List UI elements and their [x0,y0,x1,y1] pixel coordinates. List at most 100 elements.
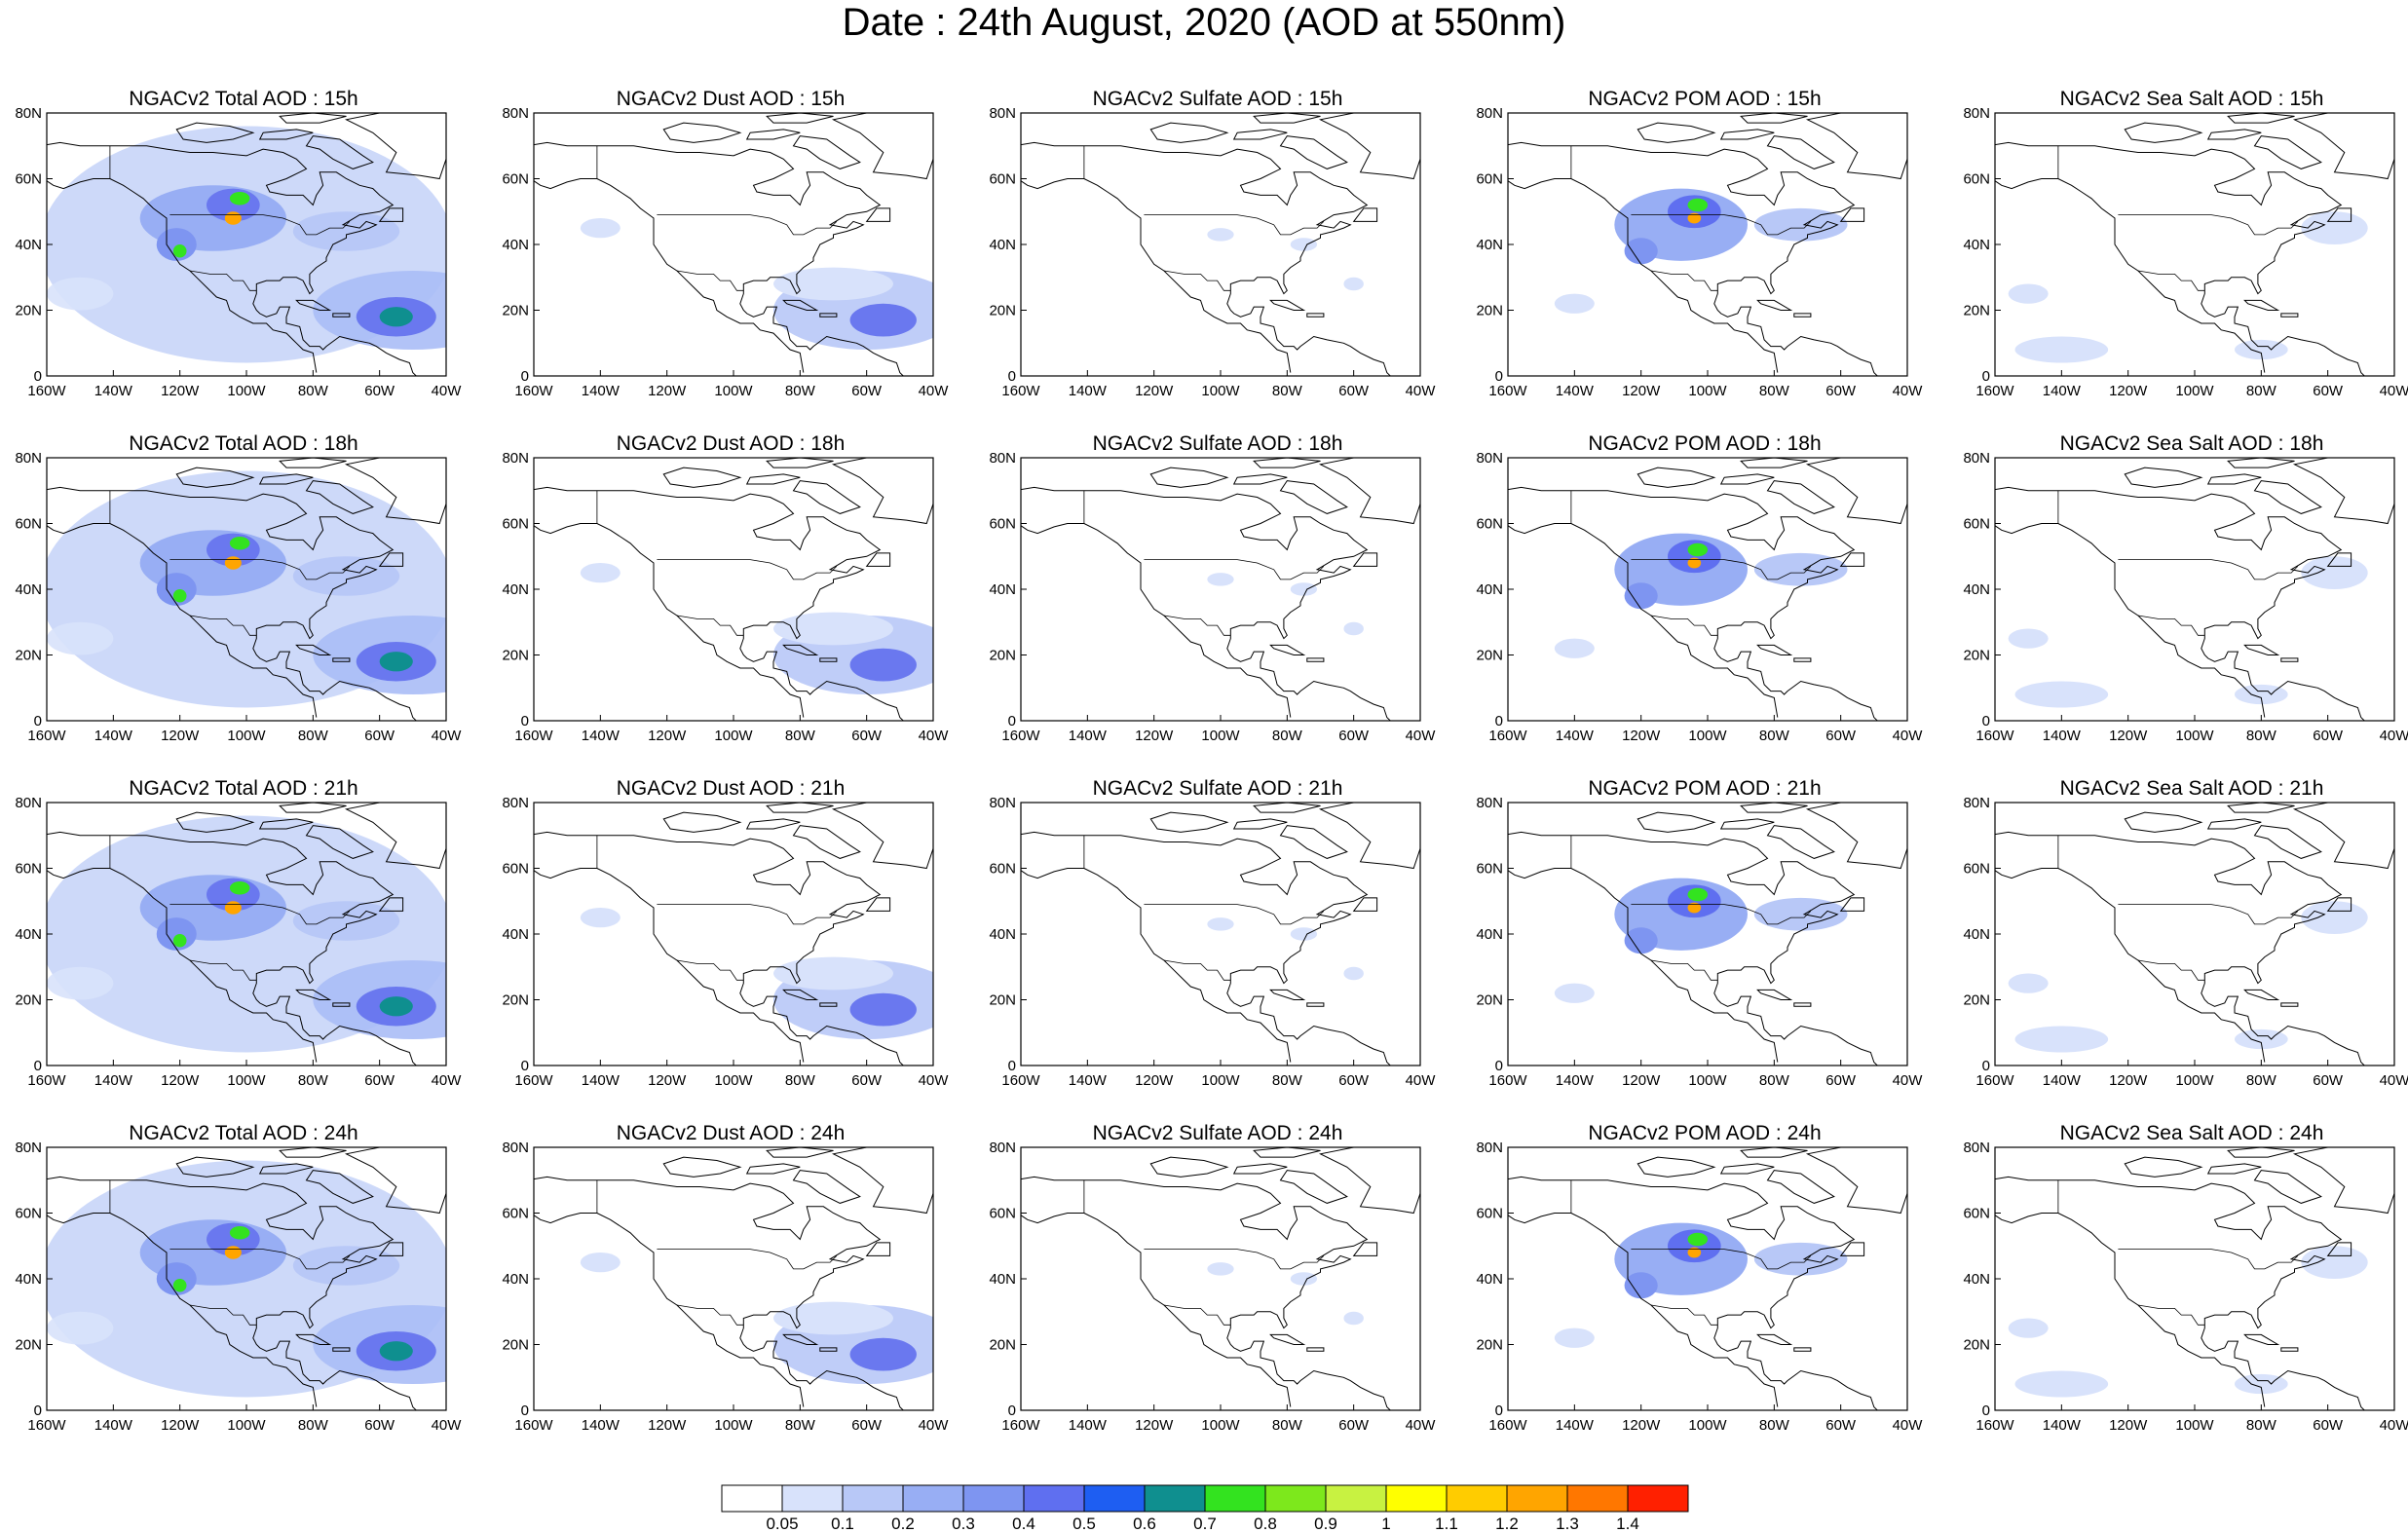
coastline [1995,868,2266,1063]
y-tick-label: 80N [989,105,1016,122]
y-tick-label: 80N [502,105,529,122]
country-border [2118,559,2299,580]
aerosol-field [1687,198,1708,212]
x-tick-label: 160W [514,383,553,399]
y-tick-label: 20N [502,992,529,1009]
island-outline [305,480,374,514]
x-tick-label: 80W [1759,1072,1790,1089]
coastline [1995,141,2365,376]
aerosol-field [1753,552,1848,586]
aerosol-field [849,1337,917,1371]
y-tick-label: 80N [1476,795,1503,811]
y-tick-label: 40N [989,926,1016,943]
x-tick-label: 140W [1556,728,1595,744]
island-outline [295,989,332,1000]
y-tick-label: 20N [989,648,1016,664]
x-tick-label: 140W [582,1072,621,1089]
island-outline [831,1147,933,1215]
coastline [1995,831,2365,1066]
aerosol-field [1207,917,1234,931]
x-tick-label: 40W [1893,1072,1924,1089]
island-outline [1756,299,1793,311]
x-tick-label: 120W [161,728,200,744]
island-outline [831,113,933,180]
page-title: Date : 24th August, 2020 (AOD at 550nm) [842,1,1566,44]
panel-title: NGACv2 Sea Salt AOD : 24h [2059,1122,2324,1144]
y-tick-label: 20N [502,303,529,319]
x-tick-label: 60W [1825,1072,1857,1089]
island-outline [662,1156,742,1178]
x-tick-label: 40W [919,1072,950,1089]
island-outline [1839,1242,1865,1256]
aerosol-field [379,652,413,672]
country-border [676,270,744,291]
island-outline [2326,207,2352,222]
island-outline [1149,122,1229,143]
aerosol-field [849,303,917,337]
x-tick-label: 60W [1338,1417,1370,1434]
island-outline [295,1333,332,1345]
aerosol-field [2301,556,2368,589]
aerosol-field [229,881,250,895]
x-tick-label: 60W [1338,1072,1370,1089]
aerosol-field [773,267,893,301]
y-tick-label: 20N [502,648,529,664]
x-tick-label: 100W [2175,728,2214,744]
y-tick-label: 20N [1476,1337,1503,1354]
map-panel: NGACv2 POM AOD : 18h 160W 140W 120W 100W 80W 6… [1461,432,1948,768]
island-outline [1793,1347,1812,1352]
island-outline [258,818,314,830]
x-tick-label: 120W [648,1417,687,1434]
island-outline [1279,1170,1348,1204]
y-tick-label: 80N [502,795,529,811]
x-tick-label: 120W [1622,728,1661,744]
x-tick-label: 40W [1406,1072,1437,1089]
island-outline [2243,299,2280,311]
x-tick-label: 60W [1825,728,1857,744]
colorbar-label: 0.9 [1314,1514,1337,1533]
x-tick-label: 120W [2109,1072,2148,1089]
y-tick-label: 60N [15,171,42,188]
x-tick-label: 60W [851,1072,883,1089]
coastline [1021,1213,1292,1407]
country-border [169,214,351,236]
colorbar-swatch [1566,1484,1629,1513]
y-tick-label: 40N [1963,237,1990,253]
map-plot: 160W 140W 120W 100W 80W 60W 40W 0 20N 40N 60N 80N [15,450,462,744]
aerosol-field [379,1341,413,1362]
y-tick-label: 40N [989,1271,1016,1288]
y-tick-label: 80N [989,1140,1016,1156]
aerosol-field [1290,582,1318,596]
island-outline [865,1242,891,1256]
x-tick-label: 120W [1135,1072,1174,1089]
aerosol-field [292,1246,400,1286]
x-tick-label: 120W [161,383,200,399]
map-plot: 160W 140W 120W 100W 80W 60W 40W 0 20N 40N 60N 80N [989,105,1436,399]
island-outline [1232,818,1288,830]
x-tick-label: 140W [94,728,133,744]
x-tick-label: 160W [1488,383,1527,399]
aerosol-field [1343,1311,1364,1326]
x-tick-label: 160W [27,1417,66,1434]
panel-title: NGACv2 Sulfate AOD : 15h [1092,88,1343,110]
aerosol-field [1624,1272,1658,1299]
x-tick-label: 80W [785,728,816,744]
panel-title: NGACv2 Total AOD : 15h [129,88,358,110]
x-tick-label: 80W [1272,1417,1303,1434]
country-border [1144,1249,1325,1270]
island-outline [305,1170,374,1204]
x-tick-label: 100W [1201,1417,1240,1434]
x-tick-label: 160W [514,1072,553,1089]
x-tick-label: 160W [1001,1417,1040,1434]
island-outline [1637,1156,1716,1178]
x-tick-label: 140W [2043,1072,2082,1089]
island-outline [766,803,834,813]
aerosol-field [224,211,242,225]
country-border [657,1249,838,1270]
island-outline [295,644,332,655]
map-panel: NGACv2 Sulfate AOD : 24h 160W 140W 120W 100W… [974,1122,1461,1458]
x-tick-label: 100W [1688,728,1727,744]
island-outline [1232,1163,1288,1175]
x-tick-label: 120W [161,1072,200,1089]
island-outline [1756,644,1793,655]
